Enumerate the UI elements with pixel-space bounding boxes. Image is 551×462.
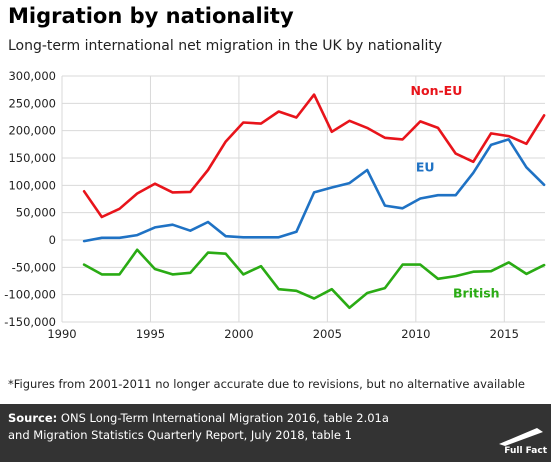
series-label-non-eu: Non-EU [411, 83, 463, 98]
logo-text: Full Fact [504, 446, 547, 456]
chart-subtitle: Long-term international net migration in… [8, 38, 443, 54]
y-tick-label: 150,000 [8, 151, 56, 165]
series-line-british [82, 248, 546, 310]
x-tick-label: 1990 [47, 327, 76, 341]
x-tick-label: 2000 [224, 327, 253, 341]
y-tick-label: 50,000 [16, 206, 56, 220]
x-tick-label: 2015 [490, 327, 519, 341]
x-tick-label: 2010 [401, 327, 430, 341]
full-fact-logo: Full Fact [491, 426, 547, 456]
source-text: Source: ONS Long-Term International Migr… [8, 410, 389, 444]
series-label-eu: EU [416, 160, 435, 175]
footer-bar: Source: ONS Long-Term International Migr… [0, 404, 551, 462]
y-tick-label: -50,000 [12, 260, 56, 274]
footnote: *Figures from 2001-2011 no longer accura… [8, 377, 525, 391]
source-line-2: and Migration Statistics Quarterly Repor… [8, 428, 352, 442]
y-tick-label: 0 [49, 233, 56, 247]
x-tick-label: 2005 [313, 327, 342, 341]
y-tick-label: -150,000 [4, 315, 56, 329]
x-tick-label: 1995 [136, 327, 165, 341]
y-tick-label: 100,000 [8, 178, 56, 192]
series-line-eu [82, 138, 546, 243]
y-tick-label: 250,000 [8, 96, 56, 110]
source-line-1: ONS Long-Term International Migration 20… [57, 411, 389, 425]
series-label-british: British [453, 285, 500, 300]
y-tick-label: -100,000 [4, 288, 56, 302]
series-line-non-eu [82, 93, 546, 219]
logo-check-icon [499, 428, 543, 446]
line-chart: 300,000 250,000 200,000 150,000 100,000 50,00… [4, 69, 546, 341]
y-tick-label: 200,000 [8, 124, 56, 138]
chart-title: Migration by nationality [8, 4, 294, 28]
source-label: Source: [8, 411, 58, 425]
y-tick-label: 300,000 [8, 69, 56, 83]
